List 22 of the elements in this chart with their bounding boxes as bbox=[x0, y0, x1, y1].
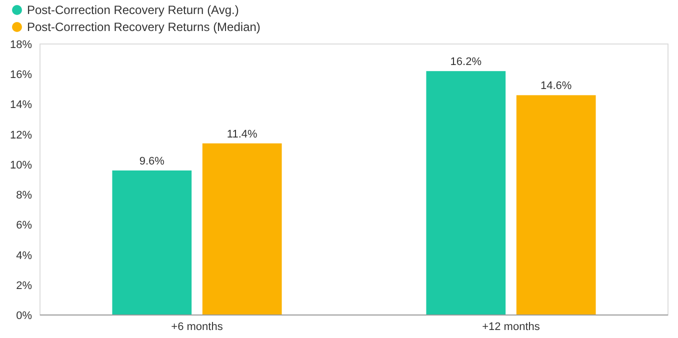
legend-label: Post-Correction Recovery Returns (Median) bbox=[27, 20, 260, 34]
x-tick-label: +12 months bbox=[482, 321, 540, 333]
data-label: 11.4% bbox=[226, 128, 258, 140]
y-tick-label: 10% bbox=[10, 159, 32, 172]
y-tick-label: 12% bbox=[10, 129, 32, 142]
data-label: 14.6% bbox=[540, 80, 572, 92]
data-label: 16.2% bbox=[450, 56, 482, 68]
bar bbox=[202, 143, 282, 315]
legend-label: Post-Correction Recovery Return (Avg.) bbox=[27, 3, 239, 17]
x-tick-label: +6 months bbox=[171, 321, 224, 333]
y-tick-label: 0% bbox=[16, 310, 32, 322]
y-tick-label: 2% bbox=[16, 280, 32, 292]
y-tick-label: 6% bbox=[16, 220, 32, 232]
data-label: 9.6% bbox=[139, 155, 165, 168]
y-tick-label: 14% bbox=[10, 99, 32, 112]
bar bbox=[426, 71, 506, 315]
y-tick-label: 16% bbox=[10, 69, 32, 82]
bar bbox=[516, 95, 596, 315]
y-tick-label: 4% bbox=[16, 250, 32, 262]
y-tick-label: 18% bbox=[10, 39, 32, 51]
bar bbox=[112, 170, 192, 315]
y-tick-label: 8% bbox=[16, 190, 32, 202]
